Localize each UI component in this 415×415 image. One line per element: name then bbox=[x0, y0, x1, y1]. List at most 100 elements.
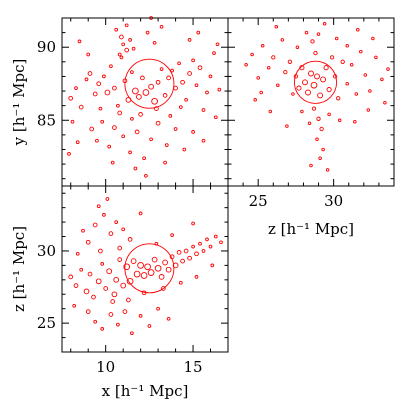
data-point bbox=[323, 65, 329, 71]
data-point bbox=[371, 36, 375, 41]
data-point bbox=[85, 239, 91, 245]
data-point bbox=[213, 115, 218, 120]
data-point bbox=[253, 98, 257, 102]
data-point bbox=[316, 32, 321, 36]
points-bottom-left bbox=[68, 197, 223, 336]
data-point bbox=[145, 30, 150, 35]
data-point bbox=[315, 137, 319, 142]
data-point bbox=[140, 75, 145, 81]
data-point bbox=[194, 83, 199, 88]
data-point bbox=[317, 92, 324, 99]
data-point bbox=[100, 327, 105, 331]
data-point bbox=[159, 67, 164, 71]
data-point bbox=[310, 81, 318, 89]
data-point bbox=[138, 314, 143, 318]
data-point bbox=[127, 237, 133, 242]
ticks-top-right bbox=[227, 17, 395, 186]
data-point bbox=[158, 274, 165, 280]
data-point bbox=[78, 104, 84, 110]
y-tick-label: 30 bbox=[37, 242, 56, 260]
x-axis-label: x [h⁻¹ Mpc] bbox=[102, 382, 189, 400]
data-point bbox=[191, 130, 195, 134]
data-point bbox=[212, 51, 216, 55]
data-point bbox=[356, 27, 360, 32]
data-point bbox=[208, 74, 213, 79]
data-point bbox=[363, 73, 368, 77]
data-point bbox=[184, 97, 188, 102]
data-point bbox=[283, 69, 288, 75]
data-point bbox=[311, 106, 317, 111]
data-point bbox=[276, 83, 280, 87]
data-point bbox=[87, 71, 93, 76]
data-point bbox=[201, 249, 206, 253]
data-point bbox=[194, 251, 199, 257]
data-point bbox=[138, 211, 143, 216]
data-point bbox=[91, 294, 96, 300]
data-point bbox=[149, 137, 153, 142]
data-point bbox=[318, 156, 322, 160]
data-point bbox=[256, 76, 260, 80]
data-point bbox=[119, 34, 124, 40]
data-point bbox=[304, 30, 309, 35]
data-point bbox=[87, 271, 93, 277]
data-point bbox=[95, 278, 102, 285]
ticks-top-left bbox=[62, 17, 229, 186]
y-tick-label: 25 bbox=[37, 314, 56, 332]
panel-top-left: 85 90 y [h⁻¹ Mpc] bbox=[10, 16, 229, 187]
data-point bbox=[130, 116, 134, 121]
data-point bbox=[374, 55, 378, 60]
data-point bbox=[121, 227, 126, 232]
data-point bbox=[68, 274, 74, 280]
data-point bbox=[130, 258, 137, 264]
data-point bbox=[100, 119, 105, 124]
data-point bbox=[92, 222, 98, 228]
data-point bbox=[151, 256, 158, 263]
data-point bbox=[329, 55, 335, 60]
data-point bbox=[110, 299, 116, 304]
data-point bbox=[182, 147, 187, 152]
x-tick-label: 25 bbox=[249, 192, 268, 210]
data-point bbox=[122, 309, 128, 314]
y-axis-label: z [h⁻¹ Mpc] bbox=[10, 226, 28, 312]
data-point bbox=[98, 106, 103, 111]
panel-frame bbox=[61, 185, 229, 353]
ticks-bottom-left bbox=[62, 186, 229, 353]
data-point bbox=[124, 23, 129, 28]
data-point bbox=[106, 268, 113, 275]
data-point bbox=[168, 114, 173, 118]
data-point bbox=[89, 126, 95, 132]
data-point bbox=[75, 251, 80, 256]
data-point bbox=[68, 95, 74, 101]
data-point bbox=[194, 275, 199, 279]
data-point bbox=[117, 257, 123, 262]
data-point bbox=[117, 110, 123, 116]
data-point bbox=[116, 103, 120, 108]
data-point bbox=[173, 127, 178, 131]
data-point bbox=[309, 163, 313, 168]
data-point bbox=[172, 262, 179, 269]
data-point bbox=[274, 25, 279, 29]
data-point bbox=[305, 89, 311, 96]
data-point bbox=[108, 231, 114, 236]
data-point bbox=[77, 39, 82, 44]
data-point bbox=[244, 62, 248, 67]
data-point bbox=[159, 24, 164, 29]
data-point bbox=[92, 91, 98, 97]
data-point bbox=[327, 112, 331, 117]
data-point bbox=[117, 245, 123, 251]
data-point bbox=[144, 173, 148, 178]
data-point bbox=[154, 106, 159, 111]
data-point bbox=[72, 303, 77, 308]
data-point bbox=[170, 233, 174, 237]
data-point bbox=[162, 93, 168, 98]
data-point bbox=[86, 52, 91, 57]
halo-circle bbox=[124, 243, 175, 294]
data-point bbox=[205, 90, 209, 95]
data-point bbox=[191, 244, 195, 249]
panel-top-right: 25 30 z [h⁻¹ Mpc] bbox=[227, 17, 395, 238]
data-point bbox=[148, 83, 154, 90]
data-point bbox=[120, 282, 127, 289]
data-point bbox=[95, 138, 99, 143]
data-point bbox=[73, 283, 79, 288]
